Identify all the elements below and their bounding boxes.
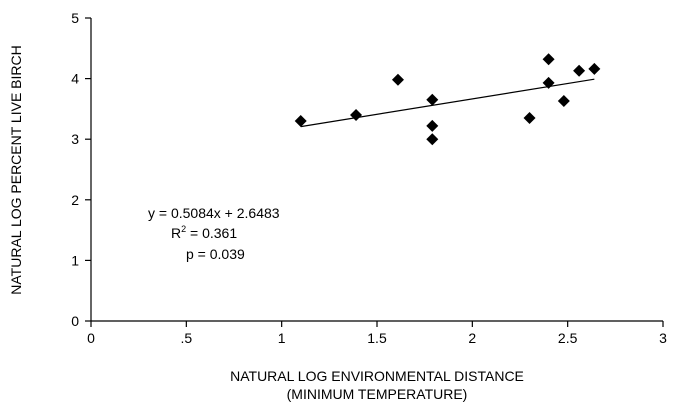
x-axis-label-line: (MINIMUM TEMPERATURE) [287,386,468,402]
y-tick-label: 2 [71,192,79,208]
x-tick-label: .5 [180,330,192,346]
r-squared-text: R2 = 0.361 [171,224,237,241]
data-point [542,76,555,89]
y-axis-ticks: 0 1 2 3 4 5 [71,10,91,329]
x-tick-label: 2.5 [558,330,578,346]
data-point [426,119,439,132]
y-tick-label: 1 [71,252,79,268]
trend-line [300,78,595,128]
y-tick-label: 0 [71,313,79,329]
data-points [294,53,601,146]
plot-frame [90,18,663,322]
x-tick-label: 2 [468,330,476,346]
x-axis-label-line: NATURAL LOG ENVIRONMENTAL DISTANCE [230,368,524,384]
data-point [391,73,404,86]
data-point [573,64,586,77]
y-axis-label: NATURAL LOG PERCENT LIVE BIRCH [8,45,24,294]
regression-annotation: y = 0.5084x + 2.6483 R2 = 0.361 p = 0.03… [148,205,280,262]
data-point [426,93,439,106]
y-tick-label: 4 [71,71,79,87]
x-axis-label: NATURAL LOG ENVIRONMENTAL DISTANCE (MINIM… [230,368,524,402]
data-point [523,111,536,124]
data-point [588,62,601,75]
data-point [350,108,363,121]
x-axis-ticks: 0 .5 1 1.5 2 2.5 3 [87,321,667,346]
p-value-text: p = 0.039 [186,246,245,262]
data-point [426,133,439,146]
x-tick-label: 1.5 [367,330,387,346]
equation-text: y = 0.5084x + 2.6483 [148,205,280,221]
x-tick-label: 0 [87,330,95,346]
y-tick-label: 5 [71,10,79,26]
y-tick-label: 3 [71,131,79,147]
x-tick-label: 1 [278,330,286,346]
x-tick-label: 3 [659,330,667,346]
data-point [294,115,307,128]
data-point [542,53,555,66]
data-point [557,95,570,108]
